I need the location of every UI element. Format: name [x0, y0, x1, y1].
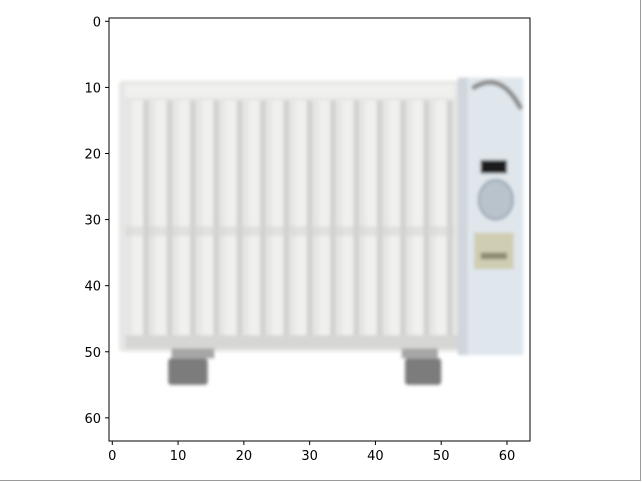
- radiator-fin-shadow: [236, 100, 243, 336]
- y-tick-label: 20: [84, 147, 101, 162]
- x-tick-label: 40: [367, 449, 384, 464]
- control-knob: [477, 178, 514, 221]
- radiator-foot-left: [168, 358, 208, 385]
- x-tick-label: 60: [499, 449, 516, 464]
- control-panel-edge: [457, 77, 468, 356]
- radiator-foot-right: [405, 358, 442, 385]
- radiator-drawing: [118, 77, 524, 385]
- radiator-fin: [225, 100, 237, 336]
- radiator-fin: [388, 100, 401, 336]
- radiator-fin-shadow: [446, 100, 453, 336]
- radiator-fin: [295, 100, 307, 336]
- foot-connector-left: [171, 348, 215, 359]
- x-tick-label: 20: [236, 449, 253, 464]
- radiator-fin-shadow: [423, 100, 430, 336]
- radiator-bottom-rim: [125, 335, 461, 349]
- radiator-image: [109, 18, 530, 441]
- x-tick-label: 30: [301, 449, 318, 464]
- x-tick-label: 0: [108, 449, 116, 464]
- radiator-fin-shadow: [306, 100, 313, 336]
- radiator-fin: [272, 100, 284, 336]
- y-tick-label: 40: [84, 280, 101, 295]
- radiator-fin-shadow: [283, 100, 290, 336]
- y-tick-label: 50: [84, 346, 101, 361]
- radiator-fin: [342, 100, 354, 336]
- y-tick-label: 60: [84, 412, 101, 427]
- radiator-fin: [435, 100, 447, 336]
- control-label: [474, 232, 514, 270]
- x-tick-label: 10: [170, 449, 187, 464]
- x-axis-ticks: 0 10 20 30 40 50 60: [108, 441, 515, 464]
- y-tick-label: 30: [84, 214, 101, 229]
- y-tick-label: 10: [84, 81, 101, 96]
- radiator-fin-shadow: [400, 100, 407, 336]
- axes-frame: [108, 17, 531, 442]
- radiator-fin-shadow: [166, 100, 173, 336]
- y-tick-label: 0: [93, 15, 101, 30]
- radiator-fin: [248, 100, 260, 336]
- radiator-fin: [155, 100, 167, 336]
- radiator-fin-shadow: [376, 100, 383, 336]
- radiator-top-rim: [125, 84, 455, 98]
- radiator-fin-shadow: [213, 100, 220, 336]
- x-tick-label: 50: [433, 449, 450, 464]
- radiator-fin-shadow: [143, 100, 150, 336]
- radiator-fin-shadow: [330, 100, 336, 336]
- radiator-fin: [412, 100, 424, 336]
- radiator-fin: [318, 100, 331, 336]
- carry-handle: [471, 79, 523, 110]
- radiator-fin-shadow: [259, 100, 266, 336]
- control-label-text: [480, 252, 507, 260]
- radiator-fin: [202, 100, 214, 336]
- radiator-fin: [365, 100, 377, 336]
- control-display: [480, 160, 507, 174]
- foot-connector-right: [401, 348, 438, 359]
- radiator-fin-shadow: [189, 100, 196, 336]
- radiator-fin: [178, 100, 190, 336]
- radiator-fin-shadow: [353, 100, 360, 336]
- radiator-band: [125, 226, 455, 237]
- radiator-fin: [132, 100, 144, 336]
- y-axis-ticks: 0 10 20 30 40 50 60: [84, 15, 109, 427]
